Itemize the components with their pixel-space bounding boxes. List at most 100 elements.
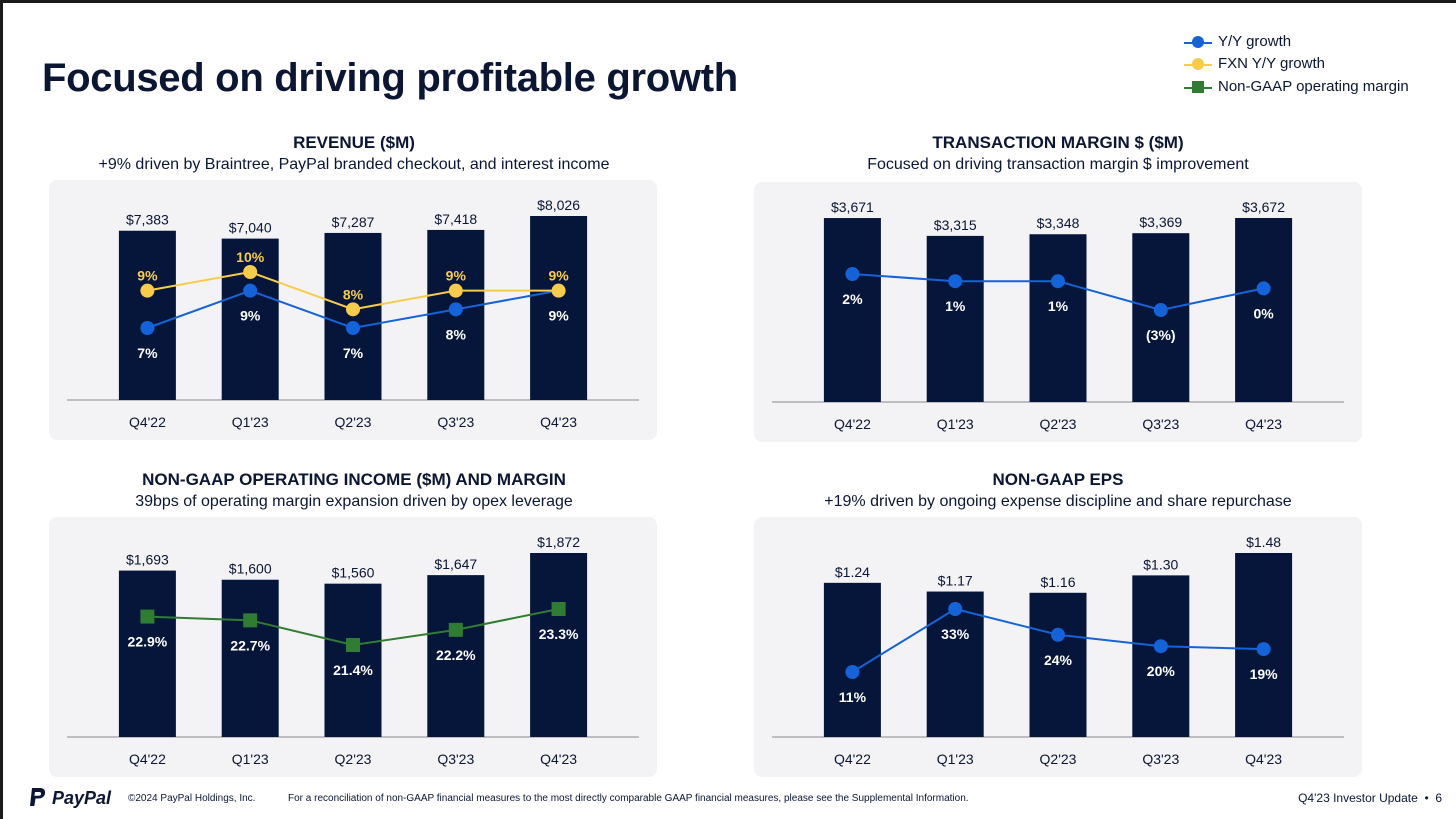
data-point-marker (448, 283, 463, 298)
x-tick-label: Q4'22 (129, 751, 166, 767)
x-tick-label: Q4'23 (1245, 416, 1282, 432)
data-point-label: 22.9% (128, 634, 168, 650)
bar-value-label: $3,315 (934, 217, 977, 233)
eps-chart-subtitle: +19% driven by ongoing expense disciplin… (824, 493, 1292, 510)
data-point-marker (140, 321, 155, 335)
eps-chart-title: NON-GAAP EPS (992, 470, 1124, 489)
legend-item-fxn-growth: FXN Y/Y growth (1184, 54, 1444, 74)
legend-item-yy-growth: Y/Y growth (1184, 32, 1444, 52)
bar (823, 218, 881, 402)
data-point-label: 9% (446, 268, 467, 284)
bar (926, 235, 984, 402)
data-point-label: 22.2% (436, 647, 476, 663)
legend-item-operating-margin: Non-GAAP operating margin (1184, 77, 1444, 97)
data-point-label: 9% (240, 308, 261, 324)
data-point-marker (243, 283, 258, 298)
data-point-label: 10% (236, 249, 265, 265)
data-point-label: 8% (446, 326, 467, 342)
operating-income-chart-svg: $1,693 Q4'22 $1,600 Q1'23 $1,560 Q2'23 $1,647 Q… (67, 534, 639, 767)
bar (324, 232, 382, 400)
x-tick-label: Q2'23 (1040, 751, 1077, 767)
data-point-label: 9% (548, 308, 569, 324)
data-point-marker (551, 283, 566, 298)
bar (1029, 234, 1087, 402)
footer-disclaimer: For a reconciliation of non-GAAP financi… (288, 793, 969, 804)
data-point-marker (551, 602, 566, 616)
transaction-margin-panel-header: TRANSACTION MARGIN $ ($M) Focused on dri… (748, 133, 1368, 174)
x-tick-label: Q4'22 (129, 414, 166, 430)
x-tick-label: Q2'23 (335, 414, 372, 430)
data-point-label: 21.4% (333, 662, 373, 678)
data-point-label: 9% (548, 268, 569, 284)
data-point-label: 1% (945, 298, 966, 314)
bar (1132, 575, 1190, 737)
data-point-marker (1051, 274, 1065, 289)
revenue-chart: $7,383 Q4'22 $7,040 Q1'23 $7,287 Q2'23 $7,418 Q… (49, 180, 657, 440)
bar (1235, 218, 1293, 402)
transaction-margin-chart: $3,671 Q4'22 $3,315 Q1'23 $3,348 Q2'23 $3,369 Q… (754, 182, 1362, 442)
paypal-logo: PayPal (28, 787, 118, 811)
legend-label: Non-GAAP operating margin (1218, 78, 1409, 95)
data-point-label: 7% (137, 345, 158, 361)
x-tick-label: Q1'23 (232, 751, 269, 767)
data-point-marker (346, 321, 360, 335)
data-point-marker (140, 283, 155, 298)
data-point-label: 20% (1147, 663, 1176, 679)
x-tick-label: Q3'23 (437, 414, 474, 430)
bar (118, 230, 176, 400)
revenue-chart-title: REVENUE ($M) (293, 133, 415, 152)
data-point-marker (346, 302, 360, 317)
bar (221, 579, 279, 737)
bar (1132, 233, 1190, 402)
transaction-margin-chart-svg: $3,671 Q4'22 $3,315 Q1'23 $3,348 Q2'23 $3,369 Q… (772, 199, 1344, 432)
bar-value-label: $1.48 (1246, 534, 1281, 550)
legend-square-marker (1192, 81, 1204, 93)
x-tick-label: Q4'23 (540, 751, 577, 767)
data-point-label: 19% (1250, 666, 1279, 682)
data-point-label: 1% (1048, 298, 1069, 314)
revenue-chart-subtitle: +9% driven by Braintree, PayPal branded … (98, 156, 610, 173)
x-tick-label: Q3'23 (437, 751, 474, 767)
transaction-margin-chart-subtitle: Focused on driving transaction margin $ … (867, 156, 1249, 173)
bar (530, 216, 588, 400)
bar-value-label: $7,040 (229, 220, 272, 236)
bar-value-label: $1,560 (332, 565, 375, 581)
data-point-label: 2% (842, 291, 863, 307)
x-tick-label: Q4'22 (834, 751, 871, 767)
bar-value-label: $1.30 (1143, 556, 1178, 572)
bar-value-label: $1,693 (126, 552, 169, 568)
data-point-label: 9% (137, 268, 158, 284)
data-point-label: 23.3% (539, 626, 579, 642)
transaction-margin-chart-title: TRANSACTION MARGIN $ ($M) (932, 133, 1184, 152)
bar-value-label: $8,026 (537, 197, 580, 213)
data-point-marker (845, 267, 860, 281)
paypal-p-icon (30, 788, 46, 806)
data-point-marker (243, 613, 258, 628)
x-tick-label: Q2'23 (1040, 416, 1077, 432)
data-point-marker (1153, 639, 1168, 654)
paypal-logo-wordmark: PayPal (52, 788, 112, 808)
data-point-label: 8% (343, 286, 364, 302)
bar-value-label: $3,671 (831, 199, 874, 215)
slide-title: Focused on driving profitable growth (42, 56, 738, 100)
x-tick-label: Q3'23 (1142, 416, 1179, 432)
data-point-marker (140, 609, 155, 624)
x-tick-label: Q2'23 (335, 751, 372, 767)
eps-chart: $1.24 Q4'22 $1.17 Q1'23 $1.16 Q2'23 $1.30 Q3'23… (754, 517, 1362, 777)
bar-value-label: $1.24 (835, 564, 870, 580)
x-tick-label: Q4'23 (1245, 751, 1282, 767)
footer-copyright: ©2024 PayPal Holdings, Inc. (128, 793, 256, 804)
bar-value-label: $1.17 (938, 573, 973, 589)
bar-value-label: $1,647 (434, 556, 477, 572)
revenue-panel-header: REVENUE ($M) +9% driven by Braintree, Pa… (44, 133, 664, 174)
x-tick-label: Q1'23 (937, 751, 974, 767)
bar (1029, 592, 1087, 737)
data-point-label: 24% (1044, 652, 1073, 668)
footer-page-label: Q4'23 Investor Update • 6 (1298, 791, 1442, 805)
data-point-marker (346, 638, 360, 652)
bar-value-label: $3,369 (1139, 214, 1182, 230)
legend-circle-marker (1192, 36, 1204, 48)
data-point-marker (1256, 642, 1271, 657)
data-point-label: 22.7% (230, 637, 270, 653)
data-point-label: (3%) (1146, 327, 1176, 343)
